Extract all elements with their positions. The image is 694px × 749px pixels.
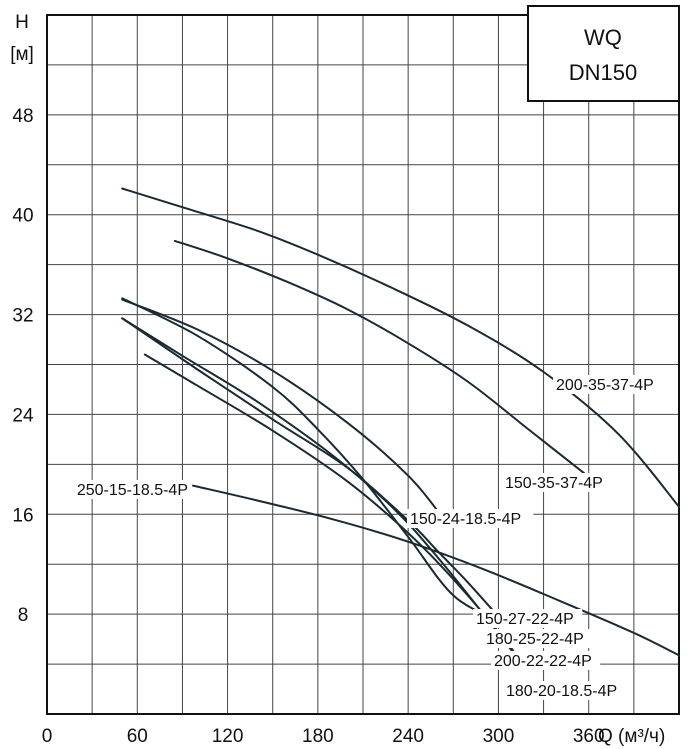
y-axis-title-line2: [м] bbox=[10, 44, 34, 65]
x-tick-label: 60 bbox=[127, 726, 148, 747]
grid bbox=[46, 14, 680, 715]
y-axis-title: H [м] bbox=[10, 12, 34, 65]
series-line-200-35-37-4P bbox=[121, 187, 680, 508]
x-tick-label: 180 bbox=[302, 726, 334, 747]
y-axis-title-line1: H bbox=[15, 12, 29, 33]
y-tick-label: 8 bbox=[18, 605, 29, 626]
series-line-180-20-18.5-4P bbox=[121, 317, 515, 654]
series-label: 150-27-22-4P bbox=[476, 611, 574, 628]
series-label-bg bbox=[483, 629, 593, 648]
series-label-bg bbox=[553, 375, 663, 394]
y-tick-labels: 8 16 24 32 40 48 bbox=[12, 106, 34, 626]
legend-box: WQ DN150 bbox=[527, 5, 680, 102]
series-label: 250-15-18.5-4P bbox=[77, 482, 188, 499]
y-tick-label: 16 bbox=[12, 505, 33, 526]
series-labels: 200-35-37-4P 150-35-37-4P 150-24-18.5-4P 15… bbox=[63, 375, 663, 700]
y-tick-label: 32 bbox=[12, 306, 33, 327]
series-curves bbox=[121, 187, 680, 663]
x-tick-label: 240 bbox=[392, 726, 424, 747]
y-tick-label: 24 bbox=[12, 405, 34, 426]
series-label: 150-35-37-4P bbox=[505, 475, 603, 492]
series-label-bg bbox=[503, 681, 630, 700]
series-line-150-24-18.5-4P bbox=[121, 298, 443, 517]
x-tick-label: 0 bbox=[42, 726, 53, 747]
series-label: 200-22-22-4P bbox=[494, 653, 592, 670]
series-label: 150-24-18.5-4P bbox=[410, 511, 521, 528]
x-tick-label: 120 bbox=[212, 726, 244, 747]
series-label-bg bbox=[502, 473, 612, 492]
series-label-bg bbox=[473, 609, 583, 628]
box-title-line2: DN150 bbox=[569, 60, 637, 85]
series-label-bg bbox=[63, 480, 190, 499]
series-line-250-15-18.5-4P bbox=[192, 484, 680, 657]
series-label-bg bbox=[407, 509, 534, 528]
x-tick-label: 300 bbox=[483, 726, 515, 747]
x-axis-title: Q (м³/ч) bbox=[598, 726, 665, 747]
plot-frame bbox=[46, 14, 680, 715]
series-line-150-35-37-4P bbox=[173, 239, 590, 478]
series-label: 180-25-22-4P bbox=[486, 631, 584, 648]
series-label: 180-20-18.5-4P bbox=[506, 683, 617, 700]
x-tick-label: 360 bbox=[573, 726, 605, 747]
x-tick-labels: 0 60 120 180 240 300 360 bbox=[42, 726, 605, 747]
series-label: 200-35-37-4P bbox=[556, 377, 654, 394]
series-line-200-22-22-4P bbox=[143, 353, 522, 663]
series-line-150-27-22-4P bbox=[121, 297, 500, 622]
legend-box-frame bbox=[527, 5, 680, 102]
series-label-bg bbox=[491, 651, 601, 670]
box-title-line1: WQ bbox=[584, 25, 622, 50]
y-tick-label: 40 bbox=[12, 206, 33, 227]
y-tick-label: 48 bbox=[12, 106, 33, 127]
